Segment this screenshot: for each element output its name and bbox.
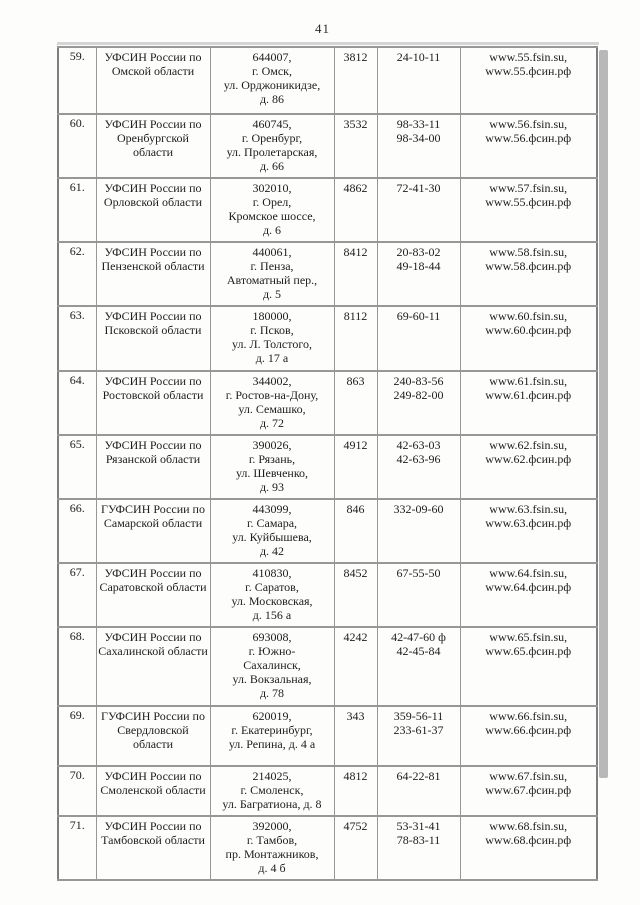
table-row: 62. УФСИН России по Пензенской области 44…: [57, 241, 598, 308]
row-number-cell: 60.: [57, 112, 97, 180]
table-row: 64. УФСИН России по Ростовской области 34…: [57, 369, 598, 436]
org-name-cell: УФСИН России по Оренбургской области: [95, 112, 211, 180]
websites-cell: www.65.fsin.su, www.65.фсин.рф: [459, 626, 598, 707]
org-name-cell: УФСИН России по Рязанской области: [95, 433, 211, 500]
org-name-cell: УФСИН России по Саратовской области: [95, 561, 211, 629]
phone-code-cell: 343: [333, 705, 378, 767]
address-cell: 440061, г. Пенза, Автоматный пер., д. 5: [209, 241, 335, 308]
table-row: 63. УФСИН России по Псковской области 180…: [57, 305, 598, 372]
phone-numbers-cell: 72-41-30: [376, 177, 461, 244]
org-name-cell: ГУФСИН России по Самарской области: [95, 497, 211, 564]
row-number-cell: 69.: [57, 705, 97, 767]
websites-cell: www.67.fsin.su, www.67.фсин.рф: [459, 764, 598, 818]
phone-code-cell: 3812: [333, 46, 378, 115]
address-cell: 644007, г. Омск, ул. Орджоникидзе, д. 86: [209, 46, 335, 115]
table-row: 65. УФСИН России по Рязанской области 390…: [57, 433, 598, 500]
phone-numbers-cell: 332-09-60: [376, 497, 461, 564]
phone-code-cell: 4812: [333, 764, 378, 818]
address-cell: 214025, г. Смоленск, ул. Багратиона, д. 8: [209, 764, 335, 818]
table-row: 66. ГУФСИН России по Самарской области 44…: [57, 497, 598, 564]
org-name-cell: УФСИН России по Смоленской области: [95, 764, 211, 818]
fsin-contacts-table: 59. УФСИН России по Омской области 644007…: [57, 46, 598, 882]
address-cell: 693008, г. Южно- Сахалинск, ул. Вокзальная,…: [209, 626, 335, 707]
org-name-cell: УФСИН России по Пензенской области: [95, 241, 211, 308]
table-row: 60. УФСИН России по Оренбургской области 4…: [57, 112, 598, 180]
address-cell: 392000, г. Тамбов, пр. Монтажников, д. 4 б: [209, 815, 335, 882]
row-number-cell: 67.: [57, 561, 97, 629]
address-cell: 302010, г. Орел, Кромское шоссе, д. 6: [209, 177, 335, 244]
phone-code-cell: 4862: [333, 177, 378, 244]
address-cell: 180000, г. Псков, ул. Л. Толстого, д. 17 а: [209, 305, 335, 372]
scan-artifact-right-shadow: [599, 50, 608, 778]
table-row: 59. УФСИН России по Омской области 644007…: [57, 46, 598, 115]
scan-artifact-top-shadow: [57, 42, 599, 45]
row-number-cell: 59.: [57, 46, 97, 115]
address-cell: 344002, г. Ростов-на-Дону, ул. Семашко, д. …: [209, 369, 335, 436]
phone-code-cell: 4752: [333, 815, 378, 882]
phone-code-cell: 8412: [333, 241, 378, 308]
table-row: 67. УФСИН России по Саратовской области 4…: [57, 561, 598, 629]
phone-numbers-cell: 64-22-81: [376, 764, 461, 818]
websites-cell: www.56.fsin.su, www.56.фсин.рф: [459, 112, 598, 180]
table-row: 68. УФСИН России по Сахалинской области 6…: [57, 626, 598, 707]
phone-numbers-cell: 240-83-56 249-82-00: [376, 369, 461, 436]
org-name-cell: УФСИН России по Орловской области: [95, 177, 211, 244]
org-name-cell: УФСИН России по Сахалинской области: [95, 626, 211, 707]
row-number-cell: 71.: [57, 815, 97, 882]
org-name-cell: ГУФСИН России по Свердловской области: [95, 705, 211, 767]
row-number-cell: 63.: [57, 305, 97, 372]
address-cell: 620019, г. Екатеринбург, ул. Репина, д. 4 …: [209, 705, 335, 767]
row-number-cell: 68.: [57, 626, 97, 707]
address-cell: 460745, г. Оренбург, ул. Пролетарская, д. 6…: [209, 112, 335, 180]
websites-cell: www.61.fsin.su, www.61.фсин.рф: [459, 369, 598, 436]
phone-numbers-cell: 67-55-50: [376, 561, 461, 629]
phone-code-cell: 3532: [333, 112, 378, 180]
row-number-cell: 64.: [57, 369, 97, 436]
org-name-cell: УФСИН России по Ростовской области: [95, 369, 211, 436]
org-name-cell: УФСИН России по Тамбовской области: [95, 815, 211, 882]
phone-code-cell: 4912: [333, 433, 378, 500]
phone-numbers-cell: 359-56-11 233-61-37: [376, 705, 461, 767]
org-name-cell: УФСИН России по Псковской области: [95, 305, 211, 372]
websites-cell: www.63.fsin.su, www.63.фсин.рф: [459, 497, 598, 564]
phone-numbers-cell: 42-47-60 ф 42-45-84: [376, 626, 461, 707]
table-row: 71. УФСИН России по Тамбовской области 39…: [57, 815, 598, 882]
row-number-cell: 62.: [57, 241, 97, 308]
websites-cell: www.60.fsin.su, www.60.фсин.рф: [459, 305, 598, 372]
websites-cell: www.55.fsin.su, www.55.фсин.рф: [459, 46, 598, 115]
row-number-cell: 66.: [57, 497, 97, 564]
row-number-cell: 61.: [57, 177, 97, 244]
phone-code-cell: 8452: [333, 561, 378, 629]
websites-cell: www.57.fsin.su, www.55.фсин.рф: [459, 177, 598, 244]
address-cell: 443099, г. Самара, ул. Куйбышева, д. 42: [209, 497, 335, 564]
phone-code-cell: 863: [333, 369, 378, 436]
websites-cell: www.58.fsin.su, www.58.фсин.рф: [459, 241, 598, 308]
address-cell: 390026, г. Рязань, ул. Шевченко, д. 93: [209, 433, 335, 500]
websites-cell: www.62.fsin.su, www.62.фсин.рф: [459, 433, 598, 500]
address-cell: 410830, г. Саратов, ул. Московская, д. 156 …: [209, 561, 335, 629]
table-row: 70. УФСИН России по Смоленской области 21…: [57, 764, 598, 818]
websites-cell: www.64.fsin.su, www.64.фсин.рф: [459, 561, 598, 629]
row-number-cell: 70.: [57, 764, 97, 818]
table-row: 61. УФСИН России по Орловской области 302…: [57, 177, 598, 244]
phone-numbers-cell: 69-60-11: [376, 305, 461, 372]
websites-cell: www.68.fsin.su, www.68.фсин.рф: [459, 815, 598, 882]
websites-cell: www.66.fsin.su, www.66.фсин.рф: [459, 705, 598, 767]
phone-code-cell: 8112: [333, 305, 378, 372]
phone-numbers-cell: 53-31-41 78-83-11: [376, 815, 461, 882]
page-number: 41: [315, 21, 330, 36]
row-number-cell: 65.: [57, 433, 97, 500]
phone-numbers-cell: 98-33-11 98-34-00: [376, 112, 461, 180]
table-row: 69. ГУФСИН России по Свердловской области …: [57, 705, 598, 767]
phone-numbers-cell: 24-10-11: [376, 46, 461, 115]
phone-code-cell: 4242: [333, 626, 378, 707]
phone-numbers-cell: 42-63-03 42-63-96: [376, 433, 461, 500]
phone-code-cell: 846: [333, 497, 378, 564]
org-name-cell: УФСИН России по Омской области: [95, 46, 211, 115]
phone-numbers-cell: 20-83-02 49-18-44: [376, 241, 461, 308]
